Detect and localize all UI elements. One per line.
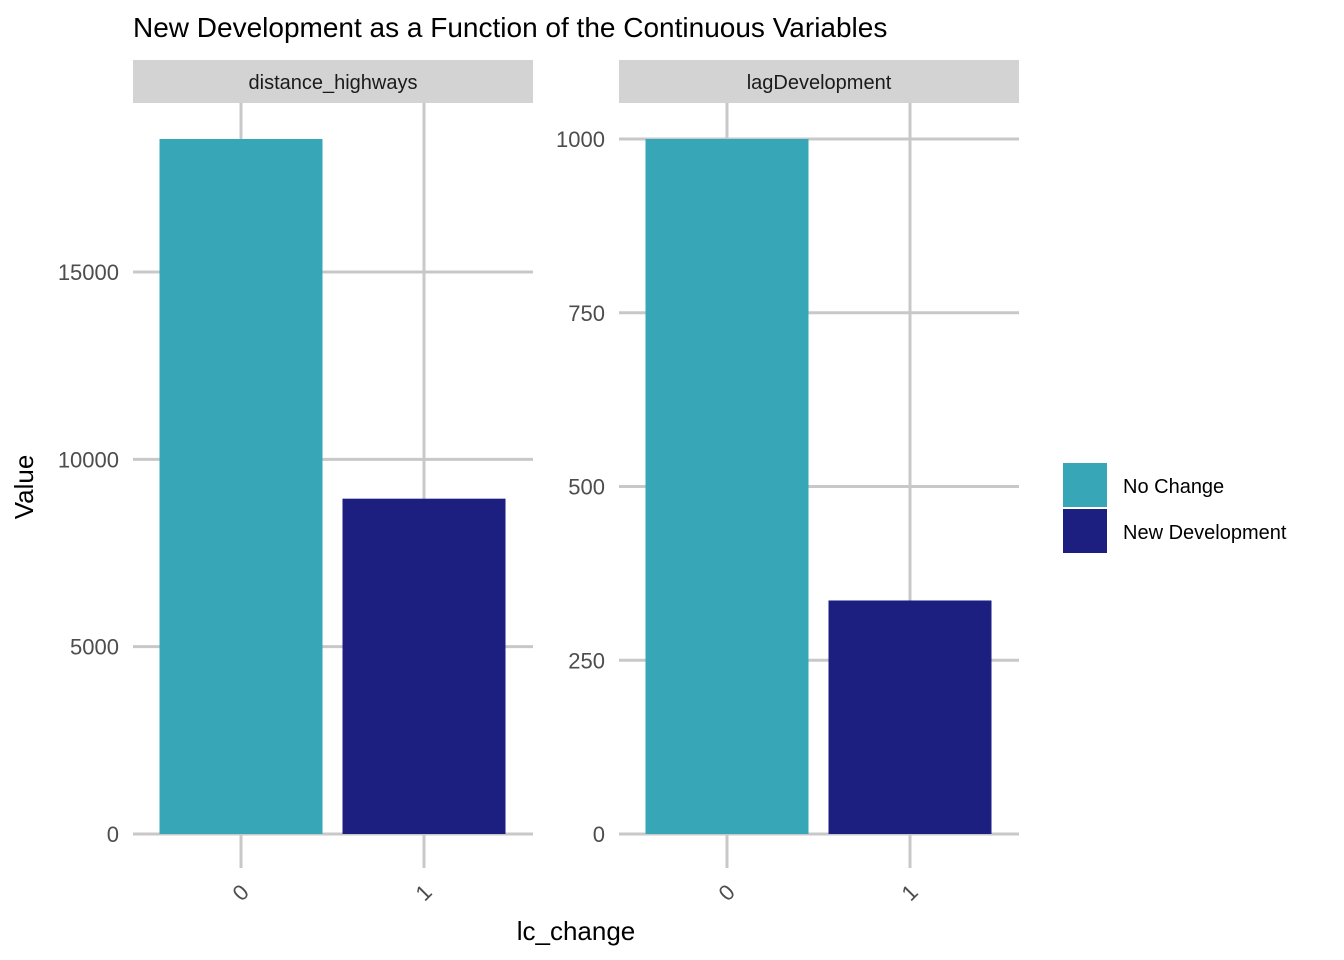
y-tick-label: 500 <box>568 475 605 500</box>
bar-0 <box>159 139 323 834</box>
y-tick-label: 1000 <box>556 127 605 152</box>
y-tick-label: 10000 <box>58 447 119 472</box>
legend: No Change New Development <box>1063 463 1287 553</box>
x-tick-label: 0 <box>227 879 253 905</box>
y-axis-title: Value <box>9 455 39 520</box>
x-tick-label: 0 <box>713 879 739 905</box>
y-tick-label: 0 <box>107 822 119 847</box>
y-tick-label: 250 <box>568 648 605 673</box>
x-axis-title: lc_change <box>517 916 636 946</box>
x-tick-label: 1 <box>896 879 922 905</box>
facet-strip <box>619 60 1019 103</box>
legend-label-no-change: No Change <box>1123 476 1224 498</box>
y-tick-label: 5000 <box>70 635 119 660</box>
facet-panel-distance-highways: distance_highways 0 5000 10000 15000 0 1 <box>58 60 533 906</box>
y-tick-label: 0 <box>593 822 605 847</box>
legend-key-no-change <box>1063 463 1107 507</box>
chart-title: New Development as a Function of the Con… <box>133 12 887 43</box>
legend-key-new-development <box>1063 509 1107 553</box>
y-tick-label: 750 <box>568 301 605 326</box>
bar-0 <box>645 139 809 834</box>
bar-1 <box>342 498 506 834</box>
facet-strip-label: distance_highways <box>249 72 418 94</box>
facet-panel-lag-development: lagDevelopment 0 250 500 750 1000 0 1 <box>556 60 1019 906</box>
bar-1 <box>828 600 992 834</box>
x-tick-label: 1 <box>410 879 436 905</box>
facet-strip-label: lagDevelopment <box>747 72 892 94</box>
y-tick-label: 15000 <box>58 260 119 285</box>
legend-label-new-development: New Development <box>1123 522 1287 544</box>
facet-strip <box>133 60 533 103</box>
